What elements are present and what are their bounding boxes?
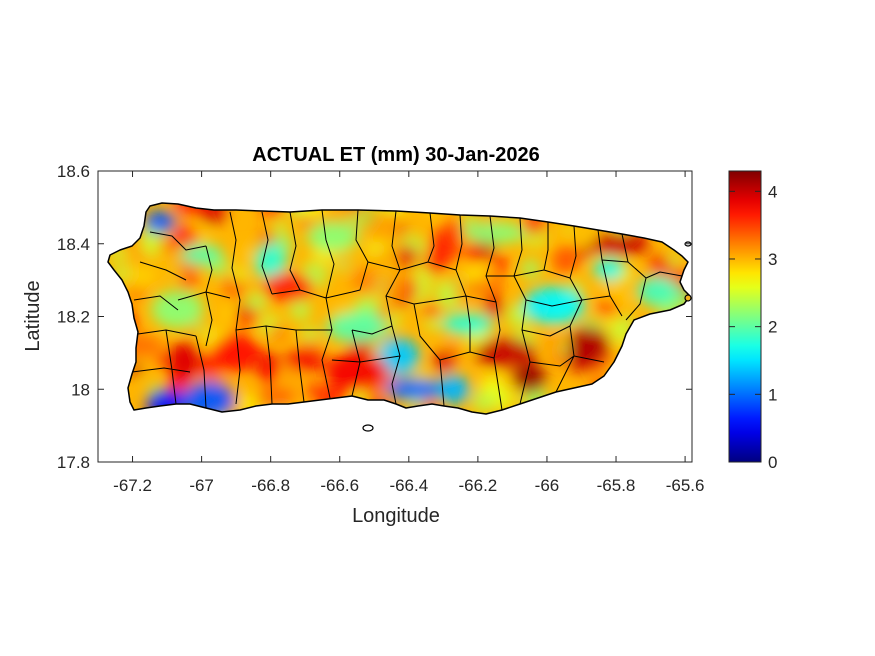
- colorbar: 0 1 2 3 4: [728, 170, 777, 472]
- y-tick-label: 18.2: [57, 308, 90, 327]
- islet: [362, 424, 374, 432]
- et-hotspot: [513, 363, 546, 394]
- colorbar-tick-label: 4: [768, 182, 777, 201]
- y-tick-label: 18: [71, 380, 90, 399]
- x-tick-label: -67.2: [113, 476, 152, 495]
- colorbar-tick-label: 1: [768, 385, 777, 404]
- x-axis-label: Longitude: [352, 505, 440, 527]
- et-hotspot: [427, 240, 460, 262]
- et-hotspot: [306, 221, 359, 252]
- et-hotspot: [326, 312, 388, 343]
- y-axis-ticks: 17.8 18 18.2 18.4 18.6: [57, 162, 692, 472]
- et-hotspot: [567, 326, 610, 365]
- colorbar-scale: [728, 170, 762, 463]
- small-islands: [362, 241, 692, 432]
- et-hotspot: [261, 272, 314, 303]
- map-axes: -67.2 -67 -66.8 -66.6 -66.4 -66.2 -66 -65.8 -65.…: [57, 162, 705, 495]
- coastline: [107, 202, 691, 415]
- et-hotspot: [144, 210, 177, 233]
- x-tick-label: -66.2: [459, 476, 498, 495]
- x-tick-label: -67: [189, 476, 214, 495]
- x-tick-label: -65.8: [597, 476, 636, 495]
- chart-title: ACTUAL ET (mm) 30-Jan-2026: [252, 144, 539, 166]
- et-hotspot: [284, 349, 327, 372]
- islet: [684, 294, 692, 302]
- x-tick-label: -66.8: [251, 476, 290, 495]
- et-hotspot: [326, 352, 388, 391]
- x-axis-ticks: -67.2 -67 -66.8 -66.6 -66.4 -66.2 -66 -65.8 -65.…: [113, 171, 704, 495]
- colorbar-tick-label: 2: [768, 318, 777, 337]
- colorbar-ticks: 0 1 2 3 4: [729, 182, 777, 472]
- et-hotspot: [168, 341, 201, 380]
- colorbar-tick-label: 3: [768, 250, 777, 269]
- et-hotspot: [254, 242, 287, 281]
- x-tick-label: -66.4: [389, 476, 428, 495]
- x-tick-label: -66.6: [320, 476, 359, 495]
- et-hotspot: [636, 276, 679, 306]
- et-hotspot: [384, 378, 447, 401]
- et-hotspot: [210, 333, 263, 372]
- x-tick-label: -66: [535, 476, 560, 495]
- municipality-boundaries: [131, 209, 683, 411]
- et-hotspot: [593, 258, 626, 281]
- y-axis-label: Latitude: [22, 280, 44, 351]
- et-hotspot: [590, 232, 642, 255]
- y-tick-label: 17.8: [57, 453, 90, 472]
- et-hotspot: [474, 337, 537, 368]
- et-hotspot: [441, 312, 494, 335]
- y-tick-label: 18.6: [57, 162, 90, 181]
- colorbar-tick-label: 0: [768, 453, 777, 472]
- et-hotspot: [437, 374, 470, 405]
- et-hotspot: [464, 221, 527, 244]
- y-tick-label: 18.4: [57, 235, 90, 254]
- x-tick-label: -65.6: [666, 476, 705, 495]
